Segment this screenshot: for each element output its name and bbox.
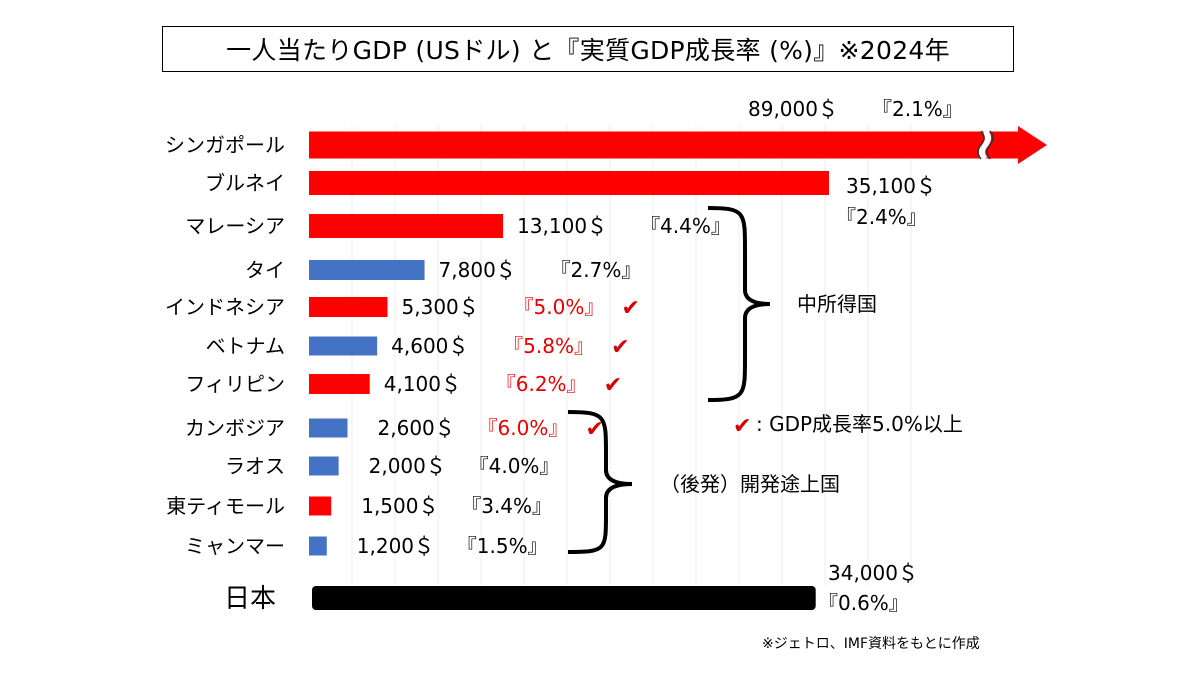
- bar-11: [312, 586, 816, 610]
- bar-3: [309, 260, 425, 280]
- check-icon: ✔: [586, 417, 604, 442]
- category-label: 東ティモール: [166, 494, 285, 518]
- value-label: 1,200＄: [357, 534, 434, 558]
- bar-8: [309, 456, 339, 476]
- check-icon: ✔: [604, 373, 622, 398]
- growth-label: 『6.2%』: [496, 372, 587, 396]
- category-label: ミャンマー: [185, 534, 285, 558]
- value-label: 89,000＄: [748, 97, 838, 121]
- source-note: ※ジェトロ、IMF資料をもとに作成: [762, 636, 980, 652]
- group-brackets: 中所得国 （後発）開発途上国: [567, 206, 877, 554]
- chart-title: 一人当たりGDP (USドル) と『実質GDP成長率 (%)』※2024年: [162, 26, 1014, 72]
- category-labels: シンガポールブルネイマレーシアタイインドネシアベトナムフィリピンカンボジアラオス…: [165, 133, 285, 614]
- bracket-developing: [567, 410, 633, 554]
- bar-2: [309, 214, 504, 238]
- bar-arrow: [1018, 126, 1047, 164]
- bar-10: [309, 536, 327, 556]
- value-label: 34,000＄: [828, 561, 918, 585]
- axis-break-mark: [986, 130, 994, 160]
- bar-1: [309, 171, 829, 195]
- bar-6: [309, 374, 370, 394]
- growth-label: 『2.4%』: [836, 205, 927, 229]
- bar-7: [309, 418, 348, 438]
- value-label: 35,100＄: [846, 174, 936, 198]
- legend-label: : GDP成長率5.0%以上: [756, 412, 963, 436]
- growth-label: 『2.1%』: [872, 97, 963, 121]
- growth-label: 『0.6%』: [818, 591, 909, 615]
- growth-label: 『4.0%』: [469, 454, 560, 478]
- category-label: 日本: [224, 584, 276, 614]
- legend: ✔: GDP成長率5.0%以上: [733, 412, 963, 439]
- bars: [309, 126, 1047, 610]
- growth-label: 『2.7%』: [551, 258, 642, 282]
- bar-4: [309, 297, 388, 317]
- category-label: フィリピン: [185, 372, 285, 396]
- axis-break-mark: [977, 130, 985, 160]
- group-label: （後発）開発途上国: [660, 472, 840, 496]
- growth-label: 『3.4%』: [461, 494, 552, 518]
- legend-check-icon: ✔: [733, 414, 751, 439]
- bar-0: [309, 131, 1020, 159]
- growth-label: 『5.8%』: [503, 334, 594, 358]
- bracket-middle-income: [707, 206, 771, 402]
- growth-label: 『4.4%』: [640, 214, 731, 238]
- value-label: 13,100＄: [517, 214, 607, 238]
- check-icon: ✔: [611, 335, 629, 360]
- growth-label: 『6.0%』: [478, 416, 569, 440]
- category-label: タイ: [245, 258, 285, 282]
- value-labels: 89,000＄ 『2.1%』 35,100＄ 『2.4%』 13,100＄ 『4.4%』 7…: [357, 97, 963, 615]
- value-label: 4,100＄: [384, 372, 461, 396]
- category-label: インドネシア: [165, 295, 285, 319]
- category-label: ブルネイ: [205, 171, 285, 195]
- category-label: ラオス: [225, 454, 285, 478]
- category-label: カンボジア: [185, 416, 285, 440]
- growth-label: 『5.0%』: [514, 295, 605, 319]
- bar-5: [309, 336, 378, 356]
- value-label: 5,300＄: [402, 295, 479, 319]
- category-label: ベトナム: [206, 334, 285, 358]
- value-label: 2,000＄: [369, 454, 446, 478]
- gridlines: [351, 125, 912, 585]
- value-label: 1,500＄: [361, 494, 438, 518]
- bar-9: [309, 496, 332, 516]
- growth-label: 『1.5%』: [457, 534, 548, 558]
- value-label: 2,600＄: [378, 416, 455, 440]
- category-label: シンガポール: [165, 133, 285, 157]
- value-label: 7,800＄: [439, 258, 516, 282]
- value-label: 4,600＄: [391, 334, 468, 358]
- category-label: マレーシア: [185, 214, 285, 238]
- check-icon: ✔: [622, 296, 640, 321]
- group-label: 中所得国: [797, 292, 877, 316]
- axis-break-gap: [979, 129, 991, 161]
